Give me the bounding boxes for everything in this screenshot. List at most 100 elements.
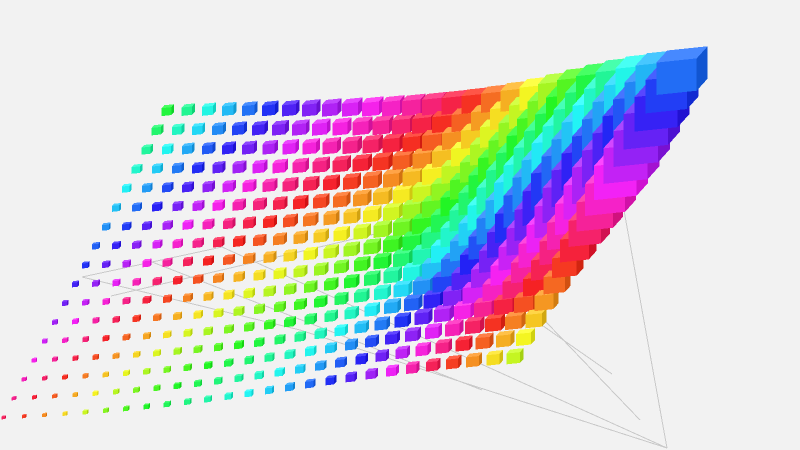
cube-face-front (163, 332, 170, 339)
cube-face-top (131, 202, 142, 206)
cube-marker (283, 213, 298, 228)
cube-face-front (464, 320, 481, 335)
cube-marker (294, 298, 307, 311)
cube-marker (333, 259, 350, 274)
cube-marker (292, 194, 309, 210)
cube-marker (354, 288, 370, 303)
cube-face-front (112, 354, 119, 359)
cube-marker (375, 349, 389, 362)
cube-face-side (273, 250, 277, 263)
cube-face-side (337, 98, 342, 116)
cube-face-top (92, 390, 99, 393)
cube-face-top (334, 323, 348, 329)
cube-face-top (343, 207, 361, 214)
cube-face-top (466, 352, 483, 358)
cube-face-top (273, 232, 288, 237)
cube-marker (292, 119, 310, 136)
cube-face-side (283, 334, 286, 344)
cube-face-top (365, 367, 378, 372)
cube-face-side (46, 338, 48, 344)
cube-face-top (292, 119, 310, 125)
cube-face-front (274, 336, 284, 345)
cube-marker (233, 235, 246, 248)
cube-face-side (409, 248, 414, 266)
cube-face-top (475, 332, 494, 339)
cube-face-front (162, 259, 171, 267)
cube-marker (324, 277, 339, 291)
cube-face-front (272, 123, 286, 136)
cube-face-side (325, 262, 329, 275)
cube-marker (244, 355, 254, 365)
cube-marker (212, 160, 226, 174)
cube-face-front (152, 203, 161, 212)
cube-face-front (394, 315, 408, 328)
cube-face-front (183, 399, 190, 406)
cube-face-front (505, 315, 522, 331)
cube-face-front (121, 185, 130, 193)
cube-face-front (241, 104, 255, 117)
cube-face-side (140, 163, 143, 173)
cube-face-top (395, 345, 410, 351)
cube-marker (414, 307, 433, 326)
cube-marker (232, 121, 247, 136)
cube-marker (243, 252, 256, 265)
cube-face-side (46, 375, 48, 381)
cube-face-side (313, 345, 317, 356)
cube-face-front (223, 326, 232, 334)
cube-face-top (362, 170, 383, 177)
cube-face-top (312, 156, 331, 163)
cube-marker (382, 168, 404, 188)
cube-marker (233, 271, 245, 283)
cube-marker (303, 246, 319, 261)
cube-face-side (139, 314, 141, 322)
cube-face-front (1, 416, 6, 420)
cube-face-top (122, 333, 131, 336)
cube-marker (466, 352, 483, 368)
cube-face-side (355, 305, 359, 319)
cube-face-top (313, 228, 329, 234)
cube-face-front (212, 239, 223, 248)
cube-face-side (334, 341, 338, 353)
cube-face-front (153, 386, 160, 392)
cube-face-side (398, 168, 404, 187)
cube-face-front (52, 394, 57, 399)
cube-face-top (71, 280, 80, 283)
cube-face-front (182, 184, 192, 193)
cube-face-side (181, 200, 184, 211)
cube-face-side (231, 324, 234, 333)
cube-marker (223, 289, 235, 300)
cube-face-front (193, 276, 202, 284)
cube-face-top (284, 316, 297, 320)
cube-face-top (384, 297, 402, 304)
cube-marker (72, 391, 79, 398)
cube-face-side (242, 271, 245, 282)
cube-face-front (132, 316, 140, 323)
cube-face-front (72, 356, 78, 361)
cube-marker (242, 216, 257, 229)
cube-face-side (469, 335, 473, 351)
cube-face-side (210, 360, 213, 369)
cube-face-front (122, 335, 129, 341)
cube-face-side (293, 348, 296, 359)
cube-face-side (358, 97, 363, 116)
cube-marker (345, 371, 358, 383)
cube-face-top (272, 196, 288, 201)
cube-marker (212, 236, 225, 248)
cube-face-side (418, 293, 423, 310)
cube-face-top (324, 309, 338, 314)
cube-face-side (282, 367, 285, 376)
cube-face-front (304, 348, 314, 357)
cube-marker (333, 225, 350, 242)
cube-face-side (408, 279, 413, 297)
cube-marker (385, 364, 399, 377)
cube-marker (352, 153, 373, 172)
cube-marker (363, 270, 381, 287)
cube-face-top (202, 255, 214, 259)
cube-face-side (108, 334, 110, 341)
cube-face-top (405, 360, 420, 366)
cube-face-top (516, 328, 535, 335)
cube-face-top (332, 155, 352, 162)
cube-marker (92, 353, 100, 361)
cube-marker (153, 349, 162, 357)
